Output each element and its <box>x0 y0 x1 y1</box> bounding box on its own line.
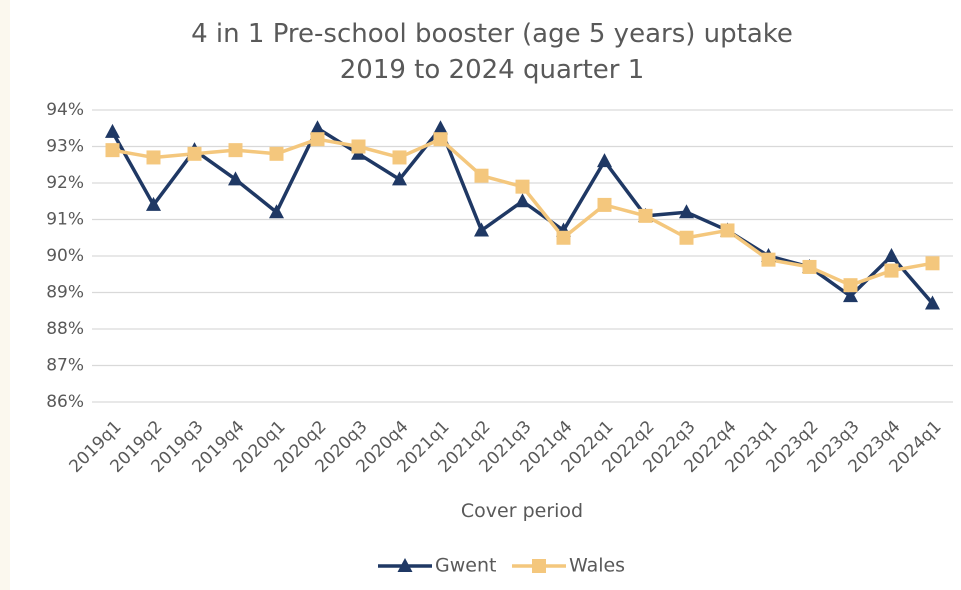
data-point <box>556 230 571 245</box>
data-point <box>392 150 407 165</box>
data-point <box>515 193 530 208</box>
data-point <box>187 146 202 161</box>
data-point <box>474 222 489 237</box>
data-point <box>597 197 612 212</box>
data-point <box>679 204 694 219</box>
data-point <box>597 153 612 168</box>
data-point <box>925 256 940 271</box>
data-point <box>310 120 325 135</box>
data-point <box>228 143 243 158</box>
data-point <box>474 168 489 183</box>
y-tick-label: 89% <box>46 283 84 303</box>
legend-marker <box>532 559 546 573</box>
data-point <box>105 143 120 158</box>
y-tick-label: 90% <box>46 246 84 266</box>
data-point <box>228 171 243 186</box>
data-point <box>720 223 735 238</box>
data-point <box>310 132 325 147</box>
legend-label: Gwent <box>435 555 496 577</box>
data-point <box>269 204 284 219</box>
data-point <box>351 139 366 154</box>
page: 4 in 1 Pre-school booster (age 5 years) … <box>10 0 961 590</box>
data-point <box>105 123 120 138</box>
data-point <box>638 208 653 223</box>
data-point <box>515 179 530 194</box>
data-point <box>146 196 161 211</box>
data-point <box>884 248 899 262</box>
y-tick-label: 86% <box>46 392 84 412</box>
y-tick-label: 93% <box>46 137 84 157</box>
x-axis-title: Cover period <box>461 500 583 522</box>
data-point <box>843 288 858 303</box>
y-tick-label: 87% <box>46 356 84 376</box>
chart-subtitle: 2019 to 2024 quarter 1 <box>340 55 645 85</box>
data-point <box>433 132 448 147</box>
data-point <box>884 263 899 278</box>
legend-marker <box>397 558 413 572</box>
data-point <box>433 120 448 135</box>
legend-label: Wales <box>569 555 625 577</box>
data-point <box>146 150 161 165</box>
y-tick-label: 94% <box>46 100 84 120</box>
y-tick-label: 88% <box>46 319 84 339</box>
chart-title: 4 in 1 Pre-school booster (age 5 years) … <box>191 19 793 49</box>
chart: 4 in 1 Pre-school booster (age 5 years) … <box>46 19 953 577</box>
data-point <box>761 252 776 267</box>
data-point <box>802 259 817 274</box>
y-tick-label: 91% <box>46 210 84 230</box>
data-point <box>679 230 694 245</box>
data-point <box>392 171 407 186</box>
data-point <box>843 278 858 293</box>
data-point <box>925 295 940 310</box>
data-point <box>269 146 284 161</box>
y-tick-label: 92% <box>46 173 84 193</box>
